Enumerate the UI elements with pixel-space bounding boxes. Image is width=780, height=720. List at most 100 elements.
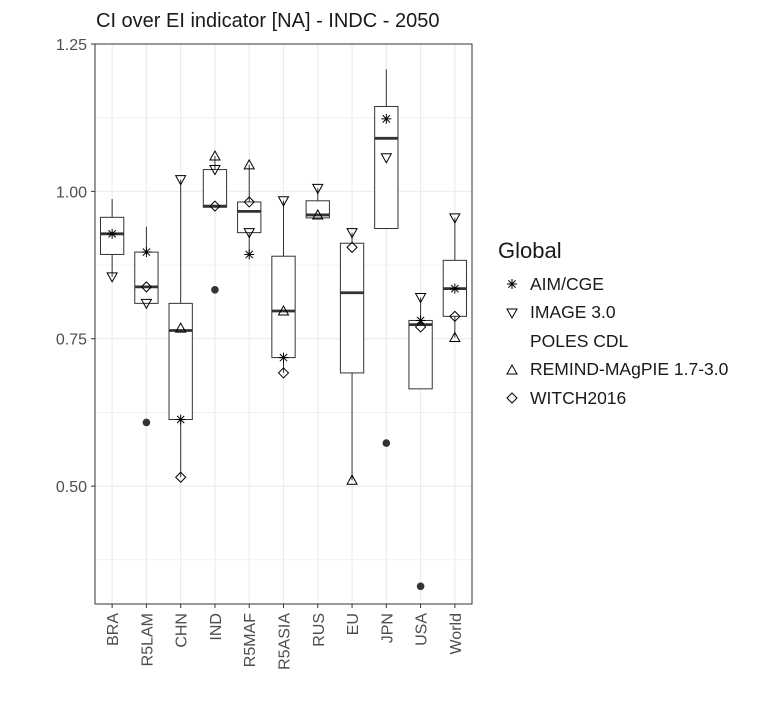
- point-diamond: [414, 321, 427, 333]
- point-triangle-down: [380, 153, 393, 164]
- legend-marker-triangle-up: [506, 363, 518, 375]
- point-asterisk: [141, 247, 152, 258]
- point-triangle-down: [106, 272, 118, 283]
- x-tick-label: EU: [345, 613, 362, 635]
- point-triangle-down: [243, 228, 256, 239]
- point-triangle-down: [414, 292, 427, 304]
- legend-label: AIM/CGE: [530, 273, 604, 294]
- asterisk-stroke: [142, 248, 151, 257]
- x-tick-label: BRA: [105, 613, 122, 646]
- legend-key: [506, 392, 518, 404]
- point-diamond: [346, 241, 358, 254]
- asterisk-stroke: [245, 250, 254, 259]
- point-diamond: [140, 281, 153, 293]
- box-jpn: [374, 69, 399, 230]
- x-tick-label: R5LAM: [139, 613, 156, 666]
- y-tick-label: 1.25: [56, 37, 87, 54]
- box-body: [374, 105, 399, 230]
- legend-key: [498, 331, 526, 351]
- asterisk-stroke: [279, 353, 288, 362]
- asterisk-stroke: [508, 280, 516, 289]
- legend-key: [506, 308, 518, 319]
- x-tick-label: USA: [414, 613, 431, 646]
- point-triangle-down: [174, 175, 187, 186]
- point-triangle-down: [449, 213, 461, 224]
- axis-layer: 0.50 0.75 1.00 1.25 BRA R5LAM CHN IND R5MAF R5ASI…: [56, 37, 465, 670]
- y-tick-label: 0.75: [56, 332, 87, 349]
- legend-label: POLES CDL: [530, 330, 629, 351]
- point-diamond: [209, 200, 221, 212]
- outlier-point: [416, 582, 425, 591]
- legend-item: IMAGE 3.0: [498, 299, 728, 328]
- point-triangle-up: [311, 208, 324, 220]
- point-asterisk: [415, 315, 426, 326]
- point-triangle-down: [277, 196, 290, 207]
- point-triangle-up: [243, 158, 256, 170]
- y-tick-label: 0.50: [56, 479, 87, 496]
- chart-title: CI over EI indicator [NA] - INDC - 2050: [96, 10, 440, 32]
- box-body: [168, 302, 193, 420]
- outlier-point: [382, 439, 391, 447]
- legend-item: REMIND-MAgPIE 1.7-3.0: [498, 356, 728, 385]
- legend-items: AIM/CGE IMAGE 3.0 POLES CDL REMIND-MAgPIE 1…: [498, 270, 728, 413]
- asterisk-stroke: [176, 415, 185, 424]
- legend-title: Global: [498, 238, 562, 263]
- point-diamond: [449, 310, 461, 323]
- point-triangle-up: [209, 149, 221, 161]
- legend-key: [506, 363, 518, 375]
- asterisk-stroke: [382, 114, 391, 123]
- legend-key: [507, 279, 517, 290]
- point-triangle-up: [174, 322, 187, 333]
- point-asterisk: [175, 414, 186, 425]
- point-asterisk: [278, 352, 289, 363]
- point-diamond: [174, 471, 187, 483]
- box-body: [134, 251, 159, 304]
- legend-label: WITCH2016: [530, 387, 627, 408]
- box-ind: [202, 156, 228, 208]
- point-triangle-down: [140, 298, 153, 310]
- box-r5lam: [134, 226, 159, 304]
- point-diamond: [243, 196, 255, 208]
- x-tick-label: World: [448, 613, 465, 655]
- legend-label: IMAGE 3.0: [530, 302, 616, 323]
- legend-item: AIM/CGE: [498, 270, 728, 299]
- legend-item: WITCH2016: [498, 384, 728, 413]
- legend-marker-asterisk: [507, 279, 517, 290]
- point-triangle-down: [311, 183, 324, 195]
- box-layer: [99, 69, 468, 481]
- box-chn: [168, 179, 193, 478]
- box-body: [339, 242, 365, 374]
- asterisk-stroke: [416, 316, 425, 325]
- point-asterisk: [449, 283, 460, 294]
- x-tick-label: CHN: [174, 613, 191, 648]
- box-eu: [339, 232, 365, 481]
- point-diamond: [277, 367, 290, 379]
- y-tick-label: 1.00: [56, 184, 87, 201]
- point-triangle-up: [277, 305, 290, 316]
- legend: Global AIM/CGE IMAGE 3.0 POLES CDL REMIND-M…: [498, 238, 728, 413]
- box-body: [237, 201, 262, 234]
- legend-item: POLES CDL: [498, 327, 728, 356]
- x-tick-label: IND: [208, 613, 225, 641]
- point-asterisk: [244, 249, 255, 260]
- asterisk-stroke: [108, 229, 117, 238]
- box-body: [408, 319, 433, 390]
- point-triangle-up: [346, 474, 358, 485]
- x-tick-label: R5ASIA: [277, 613, 294, 670]
- x-tick-label: JPN: [379, 613, 396, 643]
- point-triangle-up: [449, 331, 461, 343]
- x-tick-label: R5MAF: [242, 613, 259, 667]
- point-asterisk: [107, 228, 118, 239]
- box-r5maf: [237, 164, 262, 255]
- legend-marker-diamond: [506, 392, 518, 404]
- point-asterisk: [381, 113, 392, 124]
- x-tick-label: RUS: [311, 613, 328, 647]
- point-layer: [106, 113, 461, 591]
- legend-label: REMIND-MAgPIE 1.7-3.0: [530, 359, 729, 380]
- point-triangle-down: [346, 228, 358, 239]
- asterisk-stroke: [450, 284, 459, 293]
- legend-marker-triangle-down: [506, 308, 518, 319]
- outlier-point: [142, 418, 151, 427]
- point-triangle-down: [209, 165, 221, 176]
